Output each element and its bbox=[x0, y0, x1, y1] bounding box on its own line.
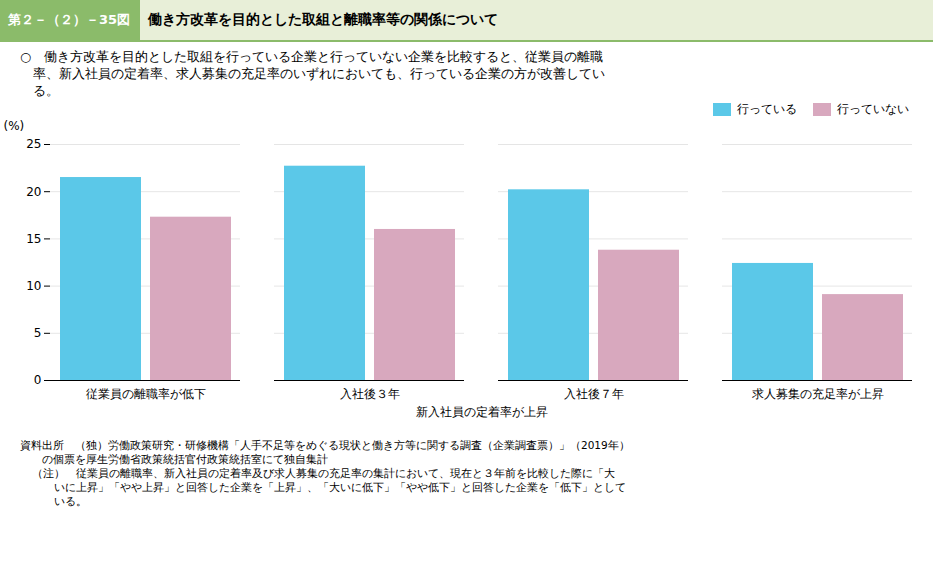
svg-text:5: 5 bbox=[34, 326, 42, 340]
html-text:率、新入社員の定着率、求人募集の充足率のいずれにおいても、行: 率、新入社員の定着率、求人募集の充足率のいずれにおいても、行っている企業の方が改… bbox=[20, 66, 605, 81]
svg-text:従業員の離職率が低下: 従業員の離職率が低下 bbox=[86, 387, 206, 401]
svg-text:10: 10 bbox=[26, 279, 41, 293]
html-text:いる。: いる。 bbox=[32, 495, 87, 507]
html-text:（注） 従業員の離職率、新入社員の定着率及び求人募集の充足率: （注） 従業員の離職率、新入社員の定着率及び求人募集の充足率の集計において、現在… bbox=[32, 467, 615, 479]
html-text:の個票を厚生労働省政策統括官付政策統括室にて独自集計: の個票を厚生労働省政策統括官付政策統括室にて独自集計 bbox=[20, 453, 328, 465]
svg-text:15: 15 bbox=[26, 232, 41, 246]
svg-text:(%): (%) bbox=[4, 119, 25, 133]
svg-text:入社後７年: 入社後７年 bbox=[564, 387, 624, 401]
svg-text:入社後３年: 入社後３年 bbox=[340, 387, 400, 401]
svg-text:20: 20 bbox=[26, 185, 41, 199]
html-text:いに上昇」「やや上昇」と回答した企業を「上昇」、「大いに低下: いに上昇」「やや上昇」と回答した企業を「上昇」、「大いに低下」「やや低下」と回答… bbox=[32, 481, 626, 493]
html-text:働き方改革を目的とした取組と離職率等の関係について: 働き方改革を目的とした取組と離職率等の関係について bbox=[148, 11, 498, 27]
html-text:行っていない: 行っていない bbox=[837, 102, 909, 116]
svg-text:0: 0 bbox=[34, 373, 42, 387]
html-text:行っている: 行っている bbox=[737, 102, 797, 116]
svg-text:求人募集の充足率が上昇: 求人募集の充足率が上昇 bbox=[752, 387, 884, 401]
html-text:る。: る。 bbox=[20, 83, 59, 98]
html-text:○ 働き方改革を目的とした取組を行っている企業と行っていない: ○ 働き方改革を目的とした取組を行っている企業と行っていない企業を比較すると、従… bbox=[20, 49, 603, 64]
svg-text:新入社員の定着率が上昇: 新入社員の定着率が上昇 bbox=[416, 405, 548, 419]
html-text:第２－（２）－35図: 第２－（２）－35図 bbox=[8, 12, 130, 27]
svg-text:25: 25 bbox=[26, 137, 41, 151]
html-text:資料出所 （独）労働政策研究・研修機構「人手不足等をめぐる現: 資料出所 （独）労働政策研究・研修機構「人手不足等をめぐる現状と働き方等に関する… bbox=[20, 439, 630, 451]
